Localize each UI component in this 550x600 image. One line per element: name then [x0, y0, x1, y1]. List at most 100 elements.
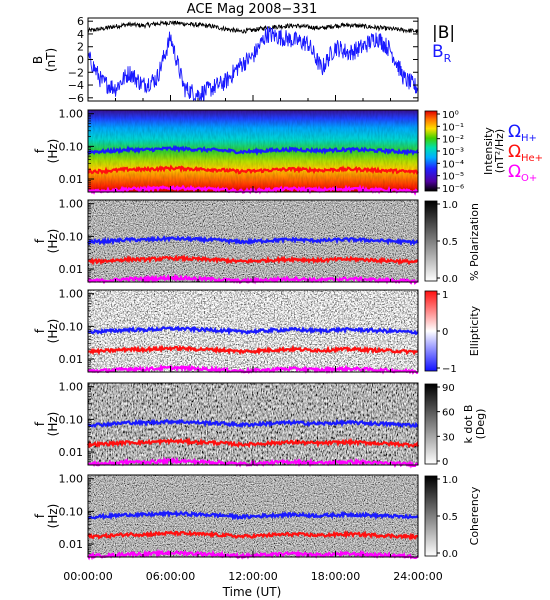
freq-ylabel: f	[33, 148, 47, 153]
colorbar-tick-label: 10⁻⁶	[442, 184, 464, 195]
freq-yunit: (Hz)	[46, 229, 60, 254]
gyrofrequency-line-Hplus	[87, 235, 419, 247]
time-tick-label: 06:00:00	[146, 570, 195, 583]
freq-tick-label: 0.10	[59, 230, 84, 243]
freq-tick-label: 1.00	[59, 198, 84, 211]
colorbar-tick-label: 0	[442, 457, 448, 468]
colorbar-tick-label: 30	[442, 432, 455, 443]
series-br-line	[87, 26, 419, 102]
freq-tick-label: 0.10	[59, 505, 84, 518]
field-ytick-label: −2	[68, 66, 84, 79]
series-bmag-line	[87, 19, 419, 34]
coherency-colorbar	[424, 475, 438, 557]
coherency-colorbar-ticks: 1.0 0.5 0.0	[437, 475, 458, 560]
colorbar-tick-label: 0.5	[442, 237, 458, 248]
colorbar-tick-label: 10⁻⁵	[442, 172, 464, 183]
ellipticity-colorbar	[424, 290, 438, 372]
time-tick-label: 00:00:00	[63, 570, 112, 583]
gyro-legend-label: ΩHe+	[508, 142, 543, 164]
freq-tick-label: 0.01	[59, 173, 84, 186]
freq-ylabel: f	[33, 513, 47, 518]
gyrofrequency-line-Heplus	[87, 164, 419, 175]
colorbar-tick-label: 60	[442, 408, 455, 419]
gyrofrequency-line-Hplus	[87, 509, 419, 521]
polarization-colorbar	[424, 200, 438, 282]
gyrofrequency-line-Heplus	[87, 254, 419, 266]
kdotb-panel: 90 60 30 0 k dot B (Deg)	[87, 382, 487, 469]
colorbar-tick-label: 1.0	[442, 200, 458, 211]
freq-tick-label: 1.00	[59, 288, 84, 301]
freq-tick-label: 0.01	[59, 353, 84, 366]
freq-ylabel: f	[33, 238, 47, 243]
polarization-panel: 1.0 0.5 0.0 % Polarization	[87, 199, 481, 285]
figure-title: ACE Mag 2008−331	[187, 2, 317, 17]
kdotb-colorbar-label: k dot B	[462, 405, 475, 444]
freq-tick-label: 0.01	[59, 446, 84, 459]
time-tick-label: 12:00:00	[228, 570, 277, 583]
colorbar-tick-label: 1.0	[442, 475, 458, 486]
colorbar-tick-label: 0.0	[442, 549, 458, 560]
ellipticity-colorbar-label: Ellipticity	[468, 305, 481, 356]
gyrofrequency-line-Heplus	[87, 344, 419, 356]
freq-yunit: (Hz)	[46, 504, 60, 529]
field-ytick-label: 6	[77, 15, 84, 28]
legend-br: BR	[432, 42, 452, 65]
kdotb-colorbar-ticks: 90 60 30 0	[437, 383, 455, 468]
polarization-colorbar-label: % Polarization	[468, 203, 481, 281]
time-tick-label: 24:00:00	[393, 570, 442, 583]
colorbar-tick-label: 0	[442, 327, 448, 338]
time-axis: 00:00:00 06:00:00 12:00:00 18:00:00 24:00:00	[63, 570, 442, 583]
colorbar-tick-label: 90	[442, 383, 455, 394]
intensity-colorbar-label: Intensity	[482, 127, 495, 175]
freq-tick-label: 1.00	[59, 473, 84, 486]
freq-tick-label: 0.01	[59, 263, 84, 276]
freq-ylabel: f	[33, 328, 47, 333]
colorbar-tick-label: 10⁻¹	[442, 122, 464, 133]
field-ytick-label: 0	[77, 54, 84, 67]
gyrofrequency-legend: ΩH+ΩHe+ΩO+	[508, 122, 543, 184]
freq-yunit: (Hz)	[46, 412, 60, 437]
freq-tick-label: 0.10	[59, 140, 84, 153]
ellipticity-colorbar-ticks: 1 0 −1	[437, 290, 457, 375]
intensity-colorbar	[424, 110, 438, 192]
legend-bmag: |B|	[432, 23, 455, 43]
kdotb-colorbar	[424, 383, 438, 465]
gyrofrequency-line-Hplus	[87, 418, 419, 429]
colorbar-tick-label: 10⁻³	[442, 147, 464, 158]
polarization-colorbar-ticks: 1.0 0.5 0.0	[437, 200, 458, 285]
field-yunit: (nT)	[44, 48, 58, 72]
coherency-colorbar-label: Coherency	[468, 486, 481, 545]
gyrofrequency-line-Hplus	[87, 325, 419, 336]
colorbar-tick-label: 1	[442, 290, 448, 301]
freq-ylabel: f	[33, 421, 47, 426]
colorbar-tick-label: 10⁻⁴	[442, 159, 464, 170]
gyrofrequency-line-Heplus	[87, 529, 419, 541]
freq-tick-label: 1.00	[59, 381, 84, 394]
time-tick-label: 18:00:00	[311, 570, 360, 583]
freq-tick-label: 1.00	[59, 108, 84, 121]
freq-yunit: (Hz)	[46, 139, 60, 164]
colorbar-tick-label: 0.0	[442, 274, 458, 285]
field-ytick-label: 4	[77, 28, 84, 41]
ellipticity-panel: 1 0 −1 Ellipticity	[87, 289, 481, 375]
field-ytick-label: −4	[68, 79, 84, 92]
kdotb-colorbar-unit: (Deg)	[474, 409, 487, 440]
field-ytick-label: −6	[68, 92, 84, 105]
colorbar-tick-label: −1	[442, 364, 457, 375]
coherency-panel: 1.0 0.5 0.0 Coherency	[87, 474, 481, 561]
field-plot-area	[88, 18, 418, 101]
colorbar-tick-label: 10⁻²	[442, 135, 464, 146]
intensity-colorbar-unit: (nT²/Hz)	[493, 129, 506, 173]
colorbar-tick-label: 10⁰	[442, 110, 459, 121]
field-ylabel: B	[31, 56, 45, 64]
freq-yunit: (Hz)	[46, 319, 60, 344]
frequency-axes: 1.000.100.01f (Hz)1.000.100.01f (Hz)1.000.…	[33, 108, 419, 557]
gyrofrequency-line-Hplus	[87, 144, 419, 157]
time-axis-label: Time (UT)	[222, 585, 282, 599]
freq-tick-label: 0.01	[59, 538, 84, 551]
